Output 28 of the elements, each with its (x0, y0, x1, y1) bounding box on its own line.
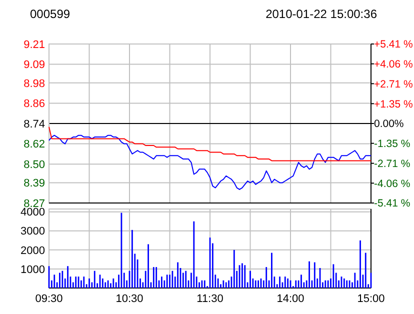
x-tick-label: 15:00 (357, 293, 385, 305)
y-tick-label: 2000 (20, 244, 45, 257)
y2-tick-label: 0.00% (374, 118, 404, 130)
y2-tick-label: +5.41 % (374, 38, 413, 51)
y2-tick-label: +1.35 % (374, 98, 413, 110)
x-tick-label: 14:00 (276, 293, 304, 305)
x-tick-label: 11:30 (196, 293, 224, 305)
y-tick-label: 9.21 (24, 38, 45, 51)
y-tick-label: 4000 (20, 206, 45, 219)
y-tick-label: 8.62 (24, 138, 45, 151)
y2-tick-label: -4.06 % (374, 178, 410, 190)
y2-tick-label: -2.71 % (374, 158, 410, 170)
y-tick-label: 9.09 (24, 59, 45, 72)
y-tick-label: 8.98 (24, 78, 45, 90)
y-tick-label: 8.74 (24, 118, 45, 130)
x-tick-label: 10:30 (116, 293, 144, 305)
y-tick-label: 1000 (20, 264, 45, 276)
y-tick-label: 3000 (20, 226, 45, 238)
x-tick-label: 09:30 (35, 293, 63, 305)
chart-title: 000599 (30, 7, 70, 21)
y-tick-label: 8.39 (24, 178, 45, 190)
y2-tick-label: +4.06 % (374, 58, 413, 71)
chart-subtitle: 2010-01-22 15:00:36 (266, 7, 378, 21)
y2-tick-label: -1.35 % (374, 138, 410, 150)
y2-tick-label: +2.71 % (374, 78, 413, 90)
y-tick-label: 8.86 (24, 98, 45, 110)
y2-tick-label: -5.41 % (374, 198, 410, 210)
y-tick-label: 8.50 (24, 158, 45, 171)
